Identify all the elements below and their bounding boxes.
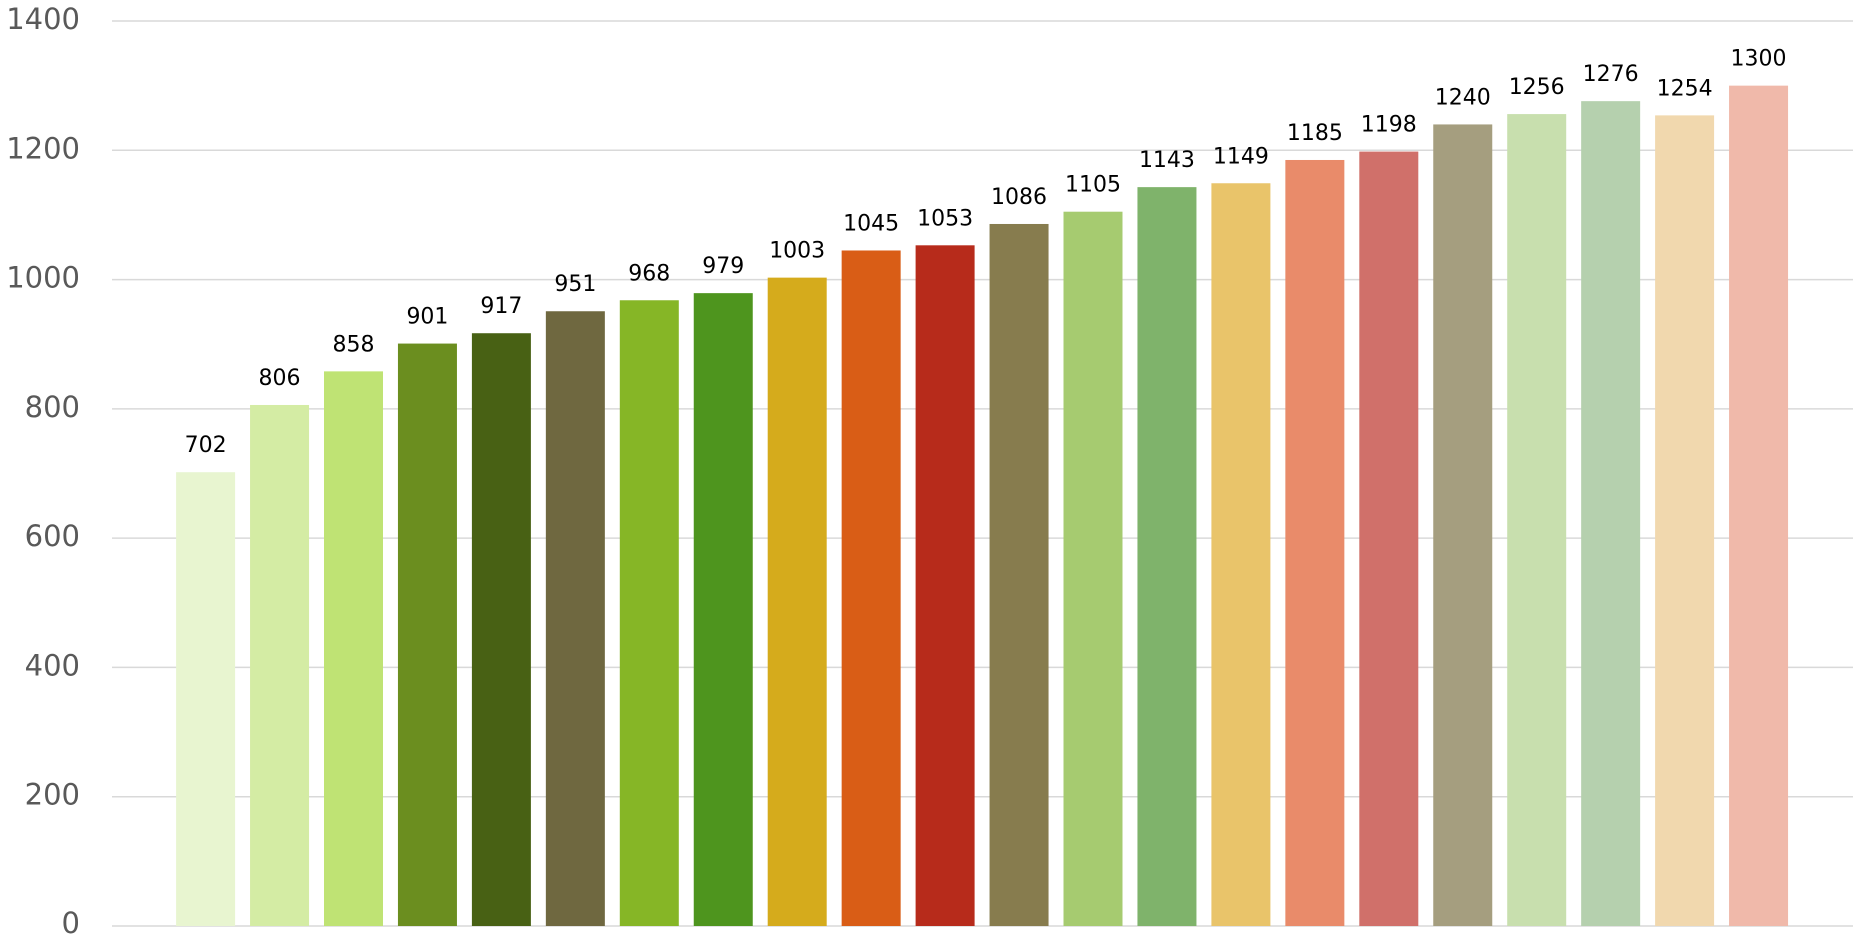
value-label: 951 — [554, 272, 596, 297]
value-label: 1300 — [1731, 47, 1787, 72]
value-label: 917 — [480, 294, 522, 319]
bar — [324, 371, 383, 927]
bar — [915, 245, 975, 926]
value-label: 1276 — [1583, 62, 1639, 87]
value-label: 1149 — [1213, 144, 1269, 169]
y-tick-label: 800 — [25, 390, 80, 424]
y-tick-label: 0 — [62, 906, 80, 938]
y-tick-label: 200 — [25, 778, 80, 812]
bar — [1359, 151, 1419, 927]
value-label: 1045 — [843, 211, 899, 236]
bar — [1655, 115, 1715, 927]
value-label: 901 — [406, 305, 448, 330]
bar — [693, 293, 753, 926]
value-label: 1198 — [1361, 113, 1417, 138]
bar — [1581, 101, 1641, 926]
bar — [1285, 159, 1345, 926]
value-label: 702 — [185, 433, 227, 458]
value-label: 1185 — [1287, 121, 1343, 146]
value-label: 806 — [259, 366, 301, 391]
y-tick-label: 600 — [25, 519, 80, 553]
bar — [471, 333, 531, 927]
value-label: 1053 — [917, 206, 973, 231]
value-label: 1254 — [1657, 76, 1713, 101]
bar — [1729, 85, 1789, 926]
bar — [176, 472, 236, 926]
y-tick-label: 1400 — [6, 2, 80, 36]
bar — [1433, 124, 1493, 926]
bar — [1063, 211, 1123, 927]
bar — [841, 250, 901, 926]
bar — [250, 404, 310, 926]
value-label: 858 — [333, 332, 375, 357]
bar — [619, 300, 679, 926]
value-label: 979 — [702, 254, 744, 279]
value-label: 968 — [628, 261, 670, 286]
bar — [1507, 114, 1567, 927]
bar — [545, 311, 605, 926]
value-label: 1105 — [1065, 173, 1121, 198]
value-label: 1256 — [1509, 75, 1565, 100]
y-tick-label: 1200 — [6, 131, 80, 165]
value-label: 1003 — [769, 239, 825, 264]
value-label: 1086 — [991, 185, 1047, 210]
bar — [989, 223, 1049, 926]
bar — [397, 343, 457, 926]
bar — [1137, 187, 1197, 926]
bar — [1211, 183, 1271, 927]
y-tick-label: 1000 — [6, 261, 80, 295]
bar — [767, 277, 827, 926]
value-label: 1240 — [1435, 85, 1491, 110]
y-tick-label: 400 — [25, 648, 80, 682]
value-label: 1143 — [1139, 148, 1195, 173]
